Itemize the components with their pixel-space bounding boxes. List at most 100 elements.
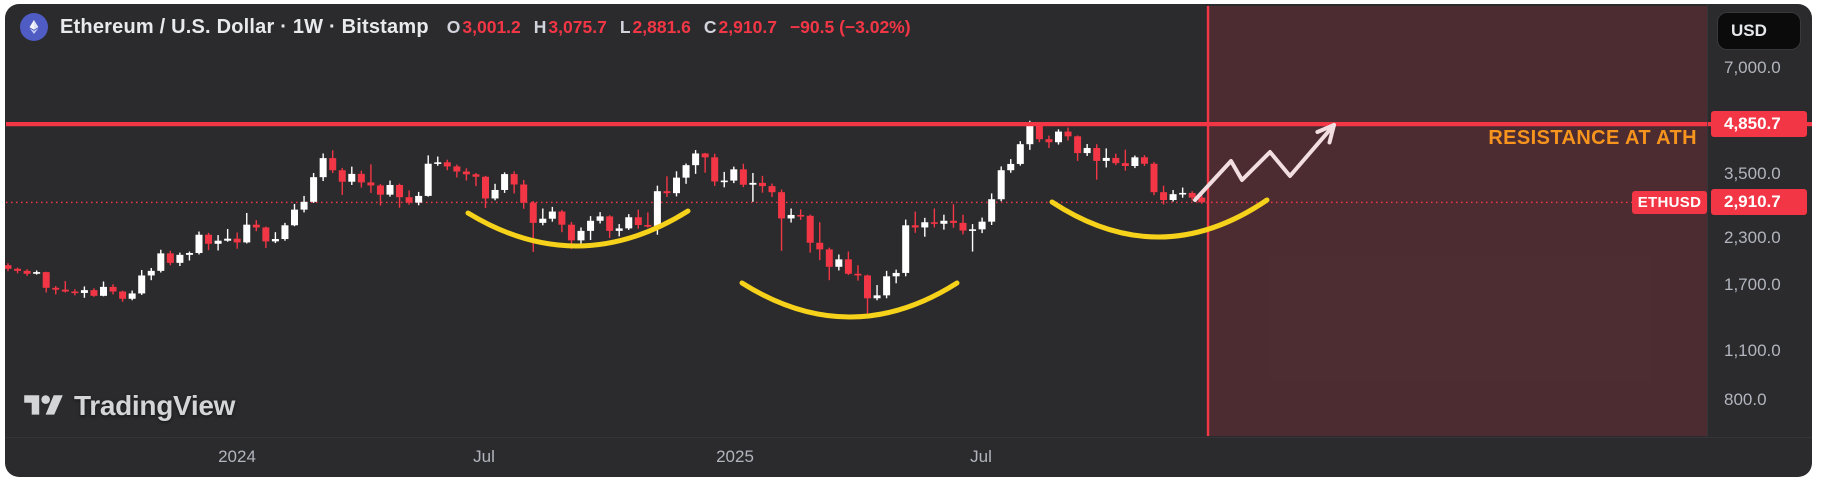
price-scale[interactable]: 7,000.0 3,500.0 2,300.0 1,700.0 1,100.0 800.0… [1707,4,1812,437]
time-scale-separator [5,437,1812,438]
up-candle [892,272,900,277]
rounding-bottom-arc[interactable] [465,208,691,249]
time-tick-label: 2024 [218,447,256,466]
tradingview-logo-icon [24,395,63,415]
candlestick-series[interactable] [5,120,1206,317]
tradingview-logo-text: TradingView [74,390,236,421]
down-candle [1064,131,1072,137]
up-candle [587,220,595,231]
up-candle [873,295,881,299]
down-candle [844,259,852,274]
down-candle [61,289,69,292]
down-candle [1093,148,1101,161]
resistance-annotation-label[interactable]: RESISTANCE AT ATH [1488,127,1697,149]
down-candle [663,191,671,194]
down-candle [758,182,766,187]
down-candle [23,270,31,274]
down-candle [205,234,213,244]
up-candle [1179,192,1187,195]
up-candle [615,228,623,231]
down-candle [864,275,871,299]
currency-toggle-button[interactable]: USD [1717,12,1801,50]
down-candle [252,224,260,228]
up-candle [1007,163,1015,171]
down-candle [472,174,480,177]
down-candle [510,174,518,185]
up-candle [978,221,986,230]
down-candle [376,185,384,195]
down-candle [1140,157,1148,164]
up-candle [596,216,604,221]
up-candle [214,240,222,244]
down-candle [52,287,60,290]
down-candle [768,186,776,193]
symbol-title[interactable]: Ethereum / U.S. Dollar · 1W · Bitstamp [60,15,429,38]
down-candle [90,290,98,296]
down-candle [233,238,241,243]
down-candle [911,225,919,228]
down-candle [14,268,22,271]
down-candle [520,184,528,203]
up-candle [501,174,509,190]
up-candle [1026,125,1034,145]
projection-arrow[interactable] [1193,123,1336,202]
down-candle [396,184,404,198]
time-tick-label: 2025 [716,447,754,466]
down-candle [634,217,642,225]
change-value: −90.5 (−3.02%) [789,16,911,37]
down-candle [42,272,50,288]
down-candle [166,253,174,263]
rounding-bottom-arc[interactable] [1049,197,1270,240]
up-candle [147,270,155,276]
down-candle [71,291,79,294]
down-candle [930,222,938,224]
down-candle [1074,136,1082,154]
up-candle [415,195,423,203]
up-candle [653,191,661,226]
down-candle [1198,197,1206,203]
down-candle [567,224,575,241]
high-value: H 3,075.7 [533,16,607,37]
up-candle [80,290,88,293]
up-candle [434,162,442,164]
up-candle [291,209,298,226]
up-candle [138,275,146,294]
price-tick-label: 7,000.0 [1724,58,1781,77]
down-candle [825,249,833,267]
up-candle [548,211,556,219]
up-candle [424,163,432,196]
down-candle [778,192,786,219]
down-candle [1188,192,1196,198]
up-candle [730,169,738,181]
up-candle [883,276,891,296]
up-candle [692,153,700,166]
down-candle [443,162,451,167]
time-scale[interactable]: 2024 Jul 2025 Jul [5,437,1707,477]
time-tick-label: Jul [473,447,495,466]
projection-arrowhead [1327,123,1336,145]
price-tick-label: 800.0 [1724,390,1767,409]
up-candle [386,184,394,195]
down-candle [5,265,12,269]
down-candle [262,227,270,242]
open-value: O 3,001.2 [446,16,521,37]
up-candle [1055,131,1062,143]
projection-shade-zone[interactable] [1208,6,1707,436]
tradingview-watermark[interactable]: TradingView [24,390,235,422]
down-candle [806,215,814,243]
rounding-bottom-arc[interactable] [739,280,960,320]
up-candle [33,272,41,274]
up-candle [682,165,690,178]
down-candle [329,158,337,171]
up-candle [1102,157,1110,161]
ethereum-icon [20,13,48,41]
ohlc-readout: O 3,001.2 H 3,075.7 L 2,881.6 C 2,910.7 −90.… [447,17,911,38]
up-candle [348,173,356,182]
price-tick-label: 1,100.0 [1724,341,1781,361]
down-candle [367,182,375,186]
up-candle [988,199,996,222]
down-candle [1121,163,1129,167]
price-tick-label: 3,500.0 [1724,164,1781,184]
